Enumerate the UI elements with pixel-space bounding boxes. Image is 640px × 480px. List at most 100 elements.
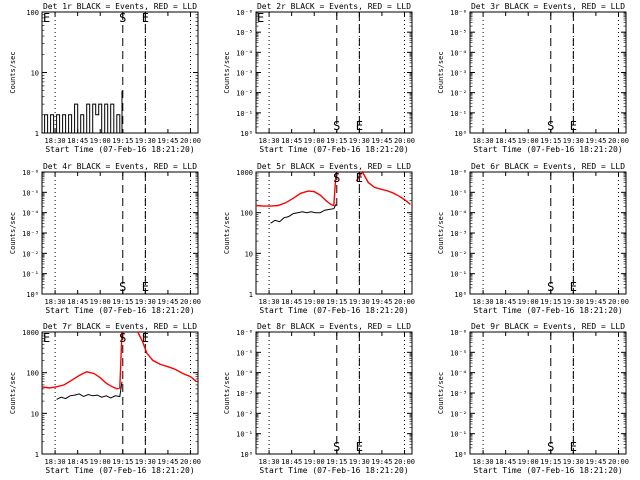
x-tick-label: 19:00 [90,298,111,306]
x-tick-label: 19:30 [563,458,584,466]
panel-title: Det 7r BLACK = Events, RED = LLD [43,322,197,331]
y-axis-label: Counts/sec [9,51,17,93]
x-tick-label: 19:00 [304,298,325,306]
panel-title: Det 6r BLACK = Events, RED = LLD [471,162,625,171]
marker-label-E: E [43,331,50,345]
y-tick-label: 10⁰ [454,291,467,299]
detector-panel-3: Det 3r BLACK = Events, RED = LLD 18:30 18:… [437,2,629,154]
x-tick-label: 18:45 [495,458,516,466]
marker-label-E: E [356,171,363,185]
plot-frame [469,331,627,455]
marker-label-E: E [142,331,149,345]
events-series-line [56,381,123,400]
x-tick-label: 19:15 [540,458,561,466]
marker-label-E: E [142,11,149,25]
marker-label-S: S [547,440,554,454]
x-axis-label: Start Time (07-Feb-16 18:21:20) [259,306,408,315]
y-axis-label: Counts/sec [437,51,445,93]
marker-label-S: S [119,280,126,294]
x-tick-label: 20:00 [394,458,415,466]
y-tick-label: 10⁻⁶ [450,329,467,337]
y-tick-label: 10⁻² [236,410,253,418]
y-tick-label: 10⁻¹ [450,271,467,279]
x-tick-label: 19:15 [112,458,133,466]
y-tick-label: 10 [31,70,39,78]
x-tick-label: 19:45 [371,298,392,306]
x-tick-label: 20:00 [394,137,415,145]
x-axis-label: Start Time (07-Feb-16 18:21:20) [45,466,194,475]
marker-label-E: E [570,280,577,294]
y-tick-label: 100 [240,210,253,218]
panel-title: Det 9r BLACK = Events, RED = LLD [471,322,625,331]
panel-title: Det 8r BLACK = Events, RED = LLD [257,322,411,331]
marker-label-S: S [333,171,340,185]
detector-panel-6: Det 6r BLACK = Events, RED = LLD 18:30 18:… [437,162,629,315]
x-tick-label: 18:30 [45,137,66,145]
y-tick-label: 10⁻³ [236,70,253,78]
x-tick-label: 19:45 [371,137,392,145]
y-tick-label: 10 [31,410,39,418]
y-tick-label: 10⁰ [240,451,253,459]
plot-frame [41,331,199,455]
marker-label-E: E [43,11,50,25]
x-tick-label: 19:15 [540,137,561,145]
x-tick-label: 19:30 [349,298,370,306]
y-axis-label: Counts/sec [9,372,17,414]
y-tick-label: 10 [245,250,253,258]
x-tick-label: 19:30 [349,458,370,466]
x-tick-label: 19:45 [371,458,392,466]
x-tick-label: 19:15 [326,298,347,306]
x-tick-label: 19:45 [157,458,178,466]
y-tick-label: 1 [35,451,39,459]
y-tick-label: 10⁰ [454,130,467,138]
y-tick-label: 10⁻¹ [450,431,467,439]
x-tick-label: 19:00 [90,458,111,466]
y-tick-label: 10⁻⁵ [450,189,467,197]
y-tick-label: 10⁻² [450,410,467,418]
y-axis-label: Counts/sec [437,372,445,414]
x-tick-label: 19:15 [326,458,347,466]
marker-label-E: E [356,440,363,454]
detector-panel-8: Det 8r BLACK = Events, RED = LLD 18:30 18:… [223,322,415,475]
y-tick-label: 10⁰ [454,451,467,459]
marker-label-E: E [142,280,149,294]
x-tick-label: 18:45 [281,137,302,145]
x-tick-label: 20:00 [608,137,629,145]
x-axis-label: Start Time (07-Feb-16 18:21:20) [259,466,408,475]
panel-title: Det 4r BLACK = Events, RED = LLD [43,162,197,171]
x-tick-label: 18:30 [473,298,494,306]
x-tick-label: 20:00 [608,298,629,306]
y-tick-label: 10⁻⁴ [22,210,39,218]
x-tick-label: 20:00 [394,298,415,306]
detector-panel-4: Det 4r BLACK = Events, RED = LLD 18:30 18:… [9,162,201,315]
x-tick-label: 18:30 [259,137,280,145]
x-tick-label: 19:30 [135,137,156,145]
marker-label-S: S [333,119,340,133]
x-tick-label: 19:00 [90,137,111,145]
panel-title: Det 2r BLACK = Events, RED = LLD [257,2,411,11]
x-tick-label: 19:45 [585,298,606,306]
y-tick-label: 10⁻⁵ [450,29,467,37]
x-axis-label: Start Time (07-Feb-16 18:21:20) [473,145,622,154]
y-tick-label: 10⁰ [240,130,253,138]
marker-label-E: E [257,11,264,25]
detector-panel-9: Det 9r BLACK = Events, RED = LLD 18:30 18:… [437,322,629,475]
x-tick-label: 19:45 [585,137,606,145]
x-tick-label: 19:30 [563,137,584,145]
marker-label-E: E [356,119,363,133]
lld-series-line [255,170,411,207]
marker-label-E: E [570,119,577,133]
y-tick-label: 10⁻³ [450,230,467,238]
y-tick-label: 1000 [22,329,39,337]
x-tick-label: 19:15 [112,137,133,145]
x-tick-label: 18:45 [281,458,302,466]
y-tick-label: 1 [249,291,253,299]
y-axis-label: Counts/sec [223,372,231,414]
marker-label-S: S [333,440,340,454]
y-tick-label: 10⁻⁶ [22,169,39,177]
x-axis-label: Start Time (07-Feb-16 18:21:20) [45,306,194,315]
x-axis-label: Start Time (07-Feb-16 18:21:20) [473,466,622,475]
y-tick-label: 10⁻¹ [450,110,467,118]
y-tick-label: 10⁻² [22,250,39,258]
plot-frame [41,171,199,295]
